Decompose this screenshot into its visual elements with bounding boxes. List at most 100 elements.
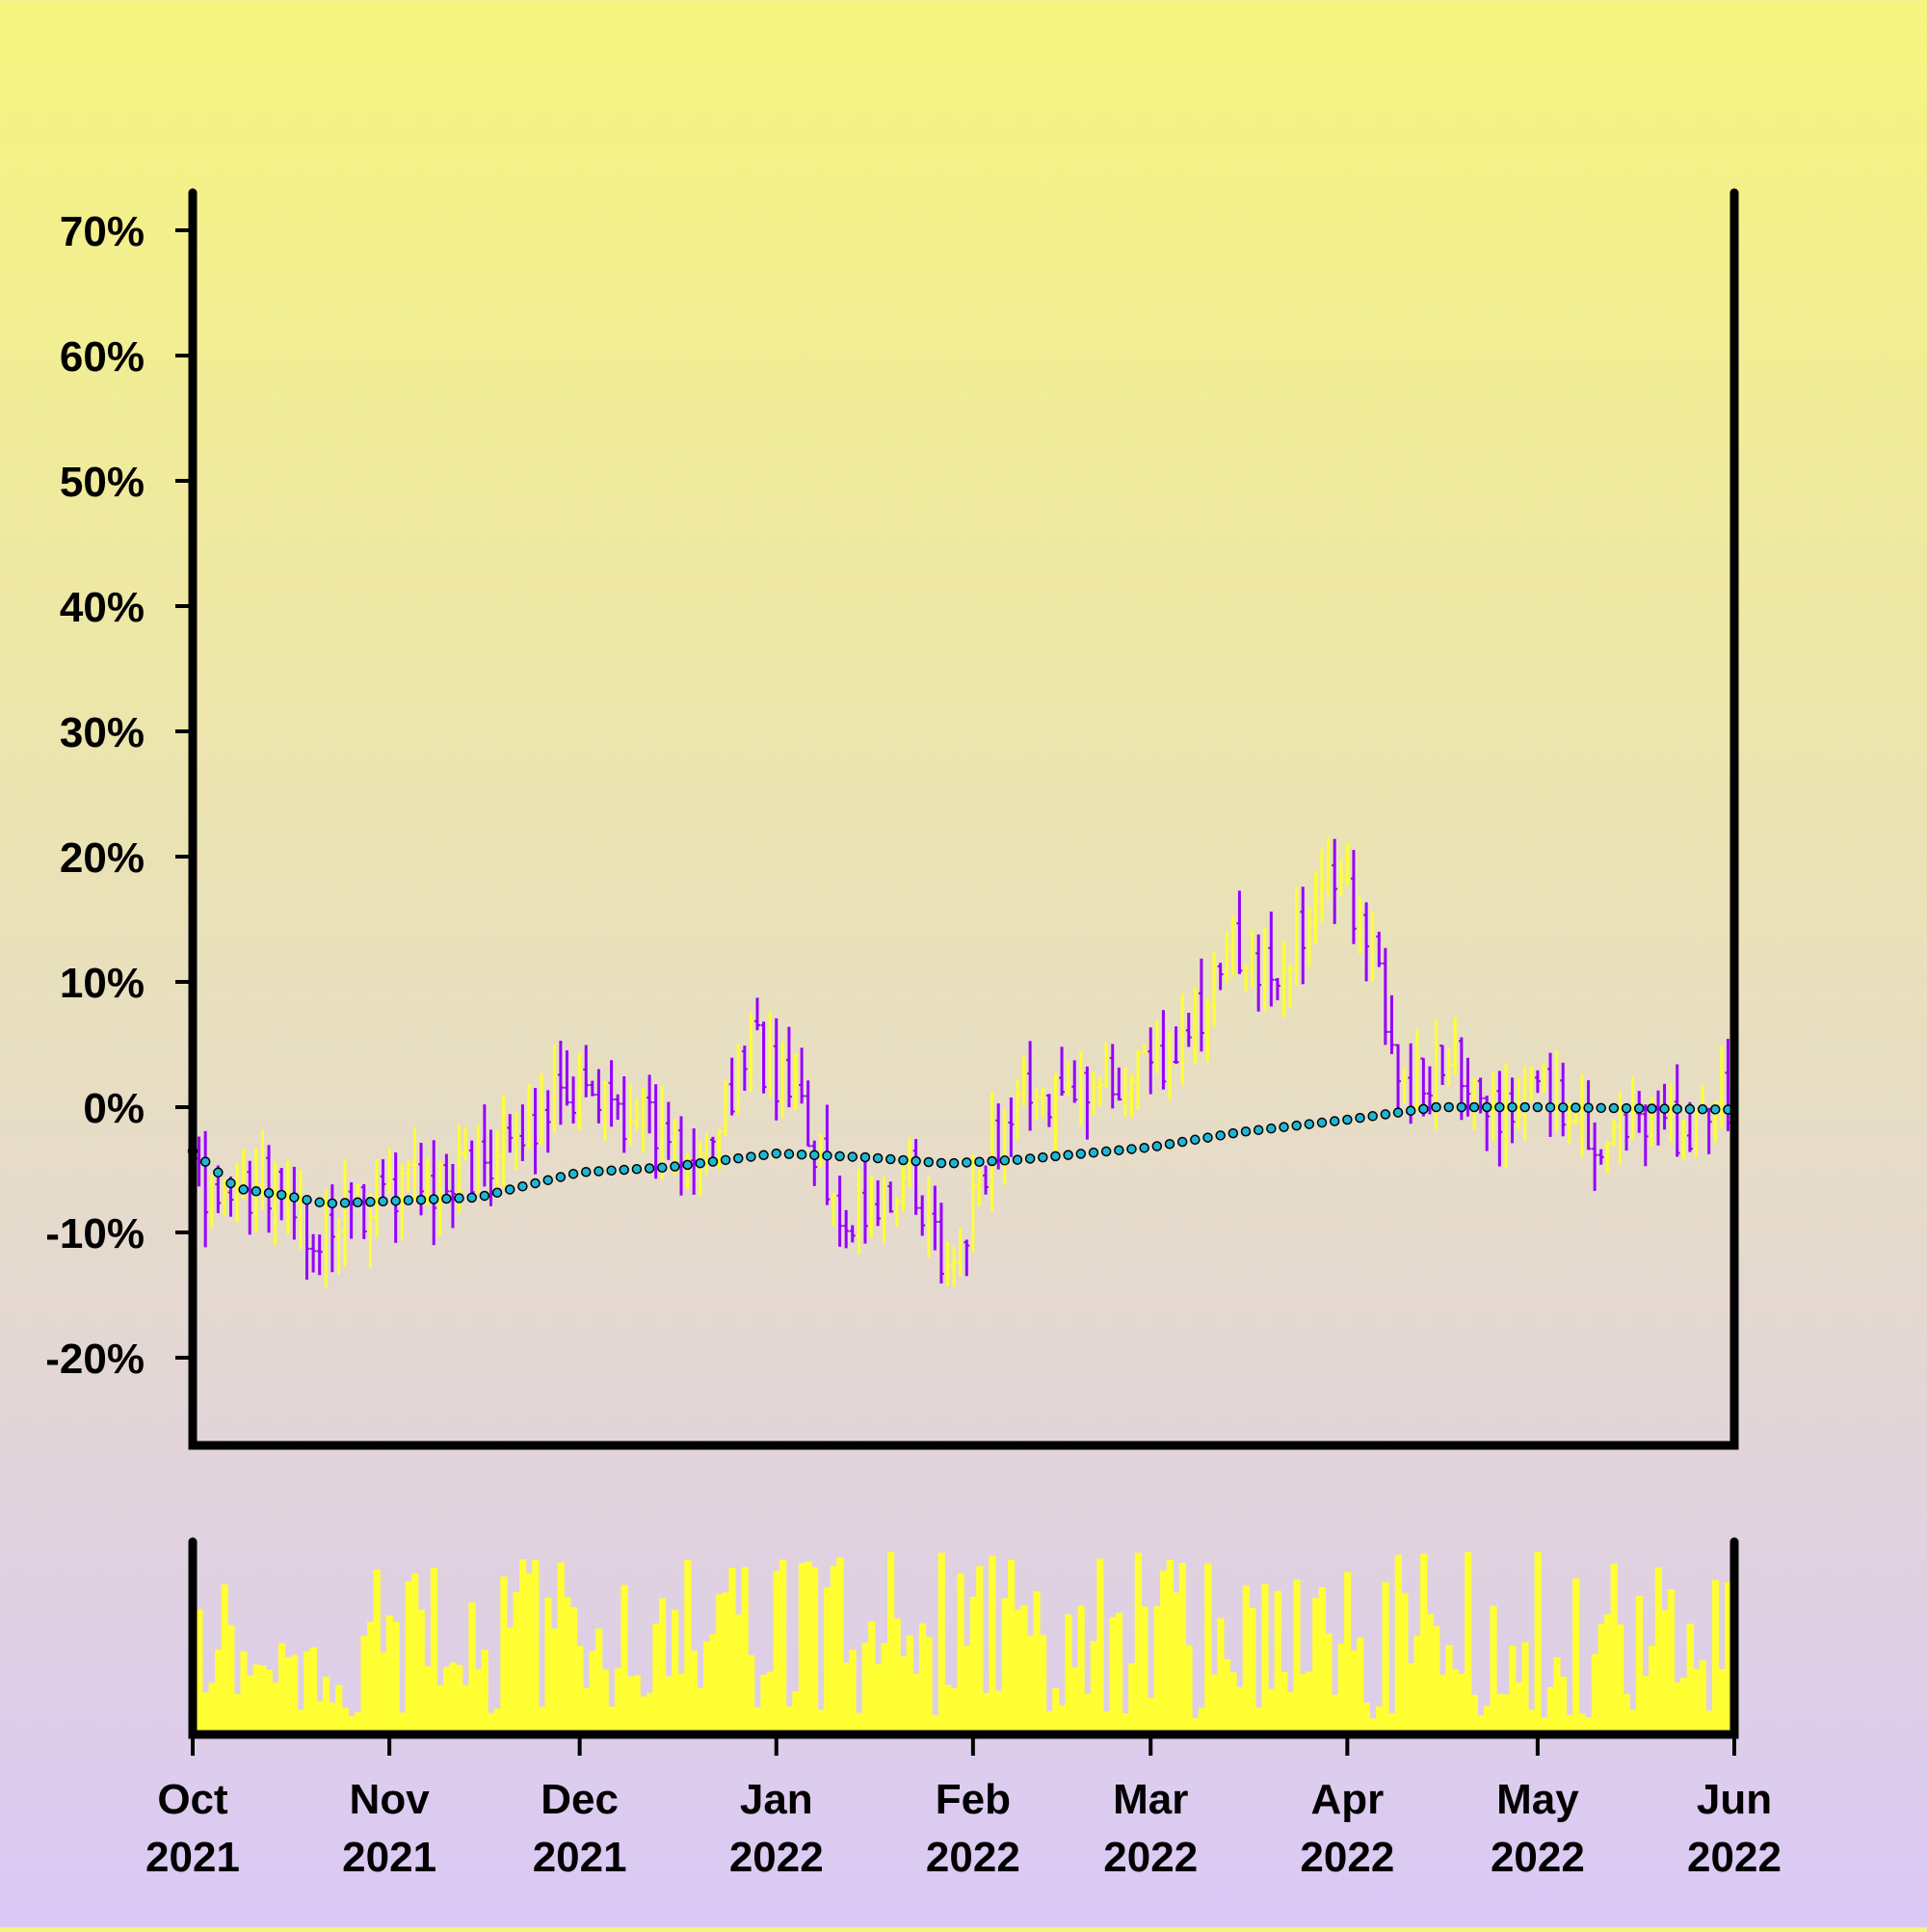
ohlc-bar-down (507, 1114, 514, 1153)
ohlc-bar-up (494, 1130, 501, 1197)
ohlc-bar-down (785, 1026, 792, 1108)
ohlc-bar-up (1135, 1049, 1142, 1110)
ohlc-bar-down (937, 1203, 944, 1284)
volume-bar (1635, 1596, 1644, 1734)
ohlc-bar-up (697, 1141, 703, 1197)
moving-average-point (365, 1197, 376, 1207)
moving-average-point (1507, 1101, 1518, 1113)
volume-bar (488, 1712, 495, 1734)
ohlc-bar-down (983, 1165, 990, 1195)
ohlc-bar-down (316, 1234, 323, 1276)
volume-bar (284, 1656, 292, 1734)
moving-average-point (1164, 1139, 1175, 1150)
volume-bar (925, 1636, 933, 1734)
volume-bar (766, 1671, 775, 1734)
moving-average-point (594, 1166, 604, 1177)
volume-bar (544, 1598, 552, 1734)
ohlc-bar-up (969, 1154, 976, 1253)
ohlc-bar-up (323, 1188, 330, 1287)
moving-average-point (1227, 1127, 1239, 1139)
ohlc-bar-down (665, 1101, 672, 1160)
volume-bar (1210, 1674, 1218, 1734)
moving-average-point (670, 1161, 680, 1172)
ohlc-bar-up (957, 1228, 964, 1277)
ohlc-bar-up (1192, 988, 1199, 1064)
volume-bar (1312, 1598, 1320, 1734)
volume-bar (1458, 1674, 1465, 1734)
volume-bar (430, 1568, 438, 1734)
volume-bar (792, 1690, 800, 1734)
volume-bar (918, 1623, 927, 1734)
ohlc-bar-up (1578, 1073, 1585, 1157)
moving-average-point (1316, 1117, 1328, 1128)
volume-bar (272, 1682, 279, 1734)
volume-bar (1413, 1635, 1421, 1734)
ohlc-bar-down (861, 1159, 868, 1244)
volume-bar (201, 1692, 210, 1734)
moving-average-point (1647, 1103, 1657, 1114)
volume-bar (886, 1551, 895, 1734)
y-tick-label: 30% (60, 709, 145, 756)
volume-bar (329, 1702, 336, 1734)
moving-average-point (796, 1149, 807, 1160)
moving-average-point (213, 1167, 224, 1178)
volume-bar (360, 1635, 368, 1734)
moving-average-point (631, 1164, 643, 1175)
moving-average-point (276, 1189, 287, 1201)
volume-bar (989, 1555, 996, 1734)
volume-bar (836, 1557, 844, 1734)
moving-average-point (746, 1151, 756, 1162)
volume-bar (1128, 1663, 1136, 1734)
volume-bar (1362, 1703, 1370, 1734)
ohlc-bar-down (589, 1080, 595, 1097)
ohlc-bar-up (1357, 897, 1363, 954)
volume-bar (944, 1684, 952, 1734)
moving-average-point (707, 1156, 719, 1167)
ohlc-bar-down (488, 1129, 494, 1206)
volume-bar (1654, 1567, 1662, 1734)
volume-bar (1426, 1613, 1434, 1734)
volume-bar (900, 1655, 908, 1734)
volume-bar (1306, 1671, 1313, 1734)
volume-bar (500, 1576, 508, 1734)
ohlc-bar-down (1071, 1060, 1078, 1103)
ohlc-bar-down (754, 997, 761, 1031)
y-axis: 70% 60% 50% 40% 30% 20% 10% 0% -10% -20% (45, 208, 193, 1383)
x-tick-year: 2022 (729, 1834, 824, 1881)
volume-bar (937, 1552, 945, 1734)
moving-average-point (1557, 1102, 1569, 1113)
volume-bar (753, 1707, 761, 1734)
x-tick-month: Apr (1310, 1776, 1384, 1823)
ohlc-bar-up (1572, 1111, 1579, 1125)
volume-bar (1242, 1585, 1250, 1734)
volume-bar (614, 1668, 622, 1734)
ohlc-bar-up (1490, 1072, 1496, 1142)
ohlc-bar-up (748, 1013, 754, 1093)
volume-bar (424, 1666, 432, 1734)
volume-bar (1439, 1674, 1447, 1734)
moving-average-point (314, 1197, 325, 1208)
volume-bar (1617, 1624, 1624, 1734)
volume-bar (475, 1668, 483, 1734)
ohlc-bar-up (462, 1126, 469, 1161)
ohlc-bar-down (329, 1184, 335, 1273)
volume-bar (1483, 1706, 1491, 1734)
ohlc-bar-down (887, 1181, 894, 1213)
moving-average-point (378, 1196, 388, 1207)
volume-bar (1394, 1554, 1402, 1734)
volume-bar (849, 1650, 857, 1734)
ohlc-bar-down (1426, 1066, 1433, 1115)
volume-bar (1375, 1706, 1384, 1734)
ohlc-bar-down (1382, 947, 1388, 1045)
volume-bar (240, 1651, 248, 1734)
moving-average-point (1202, 1132, 1213, 1143)
ohlc-bar-up (1502, 1063, 1509, 1169)
volume-panel-frame (188, 1537, 1739, 1739)
volume-bar (1261, 1584, 1269, 1734)
volume-bar (1433, 1626, 1440, 1734)
ohlc-bar-up (1224, 931, 1230, 983)
volume-bar (627, 1676, 635, 1734)
moving-average-point (454, 1193, 464, 1204)
ohlc-bar-down (1059, 1046, 1066, 1096)
volume-bar (982, 1692, 990, 1734)
